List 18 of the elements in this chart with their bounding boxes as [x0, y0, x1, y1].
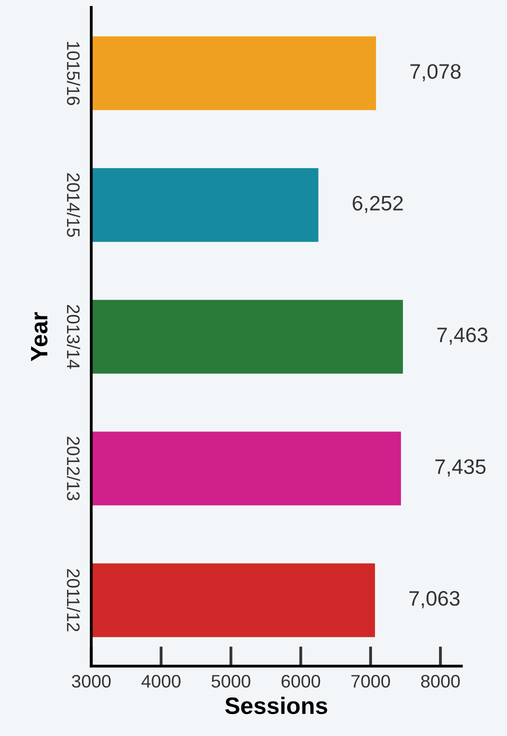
x-tick-label: 7000 [351, 674, 390, 688]
data-label: 7,063 [409, 591, 460, 608]
y-axis-title: Year [31, 312, 48, 362]
x-tick-label: 8000 [421, 674, 460, 688]
x-axis-title: Sessions [225, 696, 328, 714]
y-tick-label: 2011/12 [66, 569, 80, 632]
x-tick-label: 4000 [141, 674, 180, 688]
y-tick-label: 2014/15 [66, 173, 80, 237]
x-tick-label: 3000 [72, 674, 111, 688]
data-label: 7,435 [435, 459, 486, 477]
data-label: 7,463 [437, 328, 488, 345]
data-label: 7,078 [410, 64, 461, 82]
y-tick-label: 2013/14 [66, 305, 80, 369]
x-tick-label: 5000 [212, 674, 250, 688]
x-tick-label: 6000 [282, 674, 320, 688]
y-tick-label: 2012/13 [66, 436, 80, 500]
data-label: 6,252 [352, 196, 403, 214]
y-tick-label: 1015/16 [66, 42, 80, 106]
